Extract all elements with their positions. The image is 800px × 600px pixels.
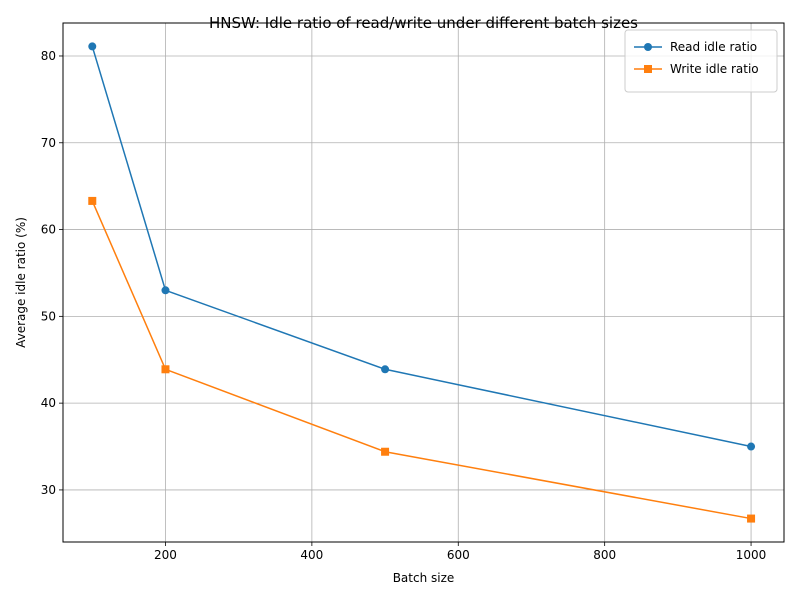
y-tick-label: 80 <box>41 49 56 63</box>
series-line-1 <box>91 200 752 520</box>
y-tick-label: 70 <box>41 136 56 150</box>
legend-box <box>624 29 778 93</box>
y-tick-label: 60 <box>41 223 56 237</box>
data-point <box>747 514 756 523</box>
chart-title: HNSW: Idle ratio of read/write under dif… <box>209 14 638 32</box>
y-axis-label: Average idle ratio (%) <box>14 217 28 348</box>
x-tick-label: 800 <box>593 548 616 562</box>
legend-marker <box>644 43 652 51</box>
series-line-0 <box>91 46 752 448</box>
x-tick-label: 200 <box>154 548 177 562</box>
data-point <box>161 365 170 374</box>
legend: Read idle ratio Write idle ratio <box>624 29 778 93</box>
axis-ticks: 200 400 600 800 1000 30 40 50 60 70 80 <box>41 49 767 562</box>
x-tick-label: 600 <box>447 548 470 562</box>
data-point <box>88 42 97 51</box>
plot-frame <box>62 22 785 543</box>
y-tick-label: 50 <box>41 309 56 323</box>
x-tick-label: 400 <box>300 548 323 562</box>
x-tick-label: 1000 <box>736 548 767 562</box>
data-point <box>88 196 97 205</box>
data-point <box>381 447 390 456</box>
data-point <box>161 286 170 295</box>
legend-marker <box>644 65 652 73</box>
data-point <box>381 365 390 374</box>
x-axis-label: Batch size <box>393 571 455 585</box>
legend-label: Write idle ratio <box>670 62 759 76</box>
y-tick-label: 40 <box>41 396 56 410</box>
data-point <box>747 442 756 451</box>
legend-label: Read idle ratio <box>670 40 757 54</box>
y-tick-label: 30 <box>41 483 56 497</box>
series-layer <box>88 42 756 523</box>
